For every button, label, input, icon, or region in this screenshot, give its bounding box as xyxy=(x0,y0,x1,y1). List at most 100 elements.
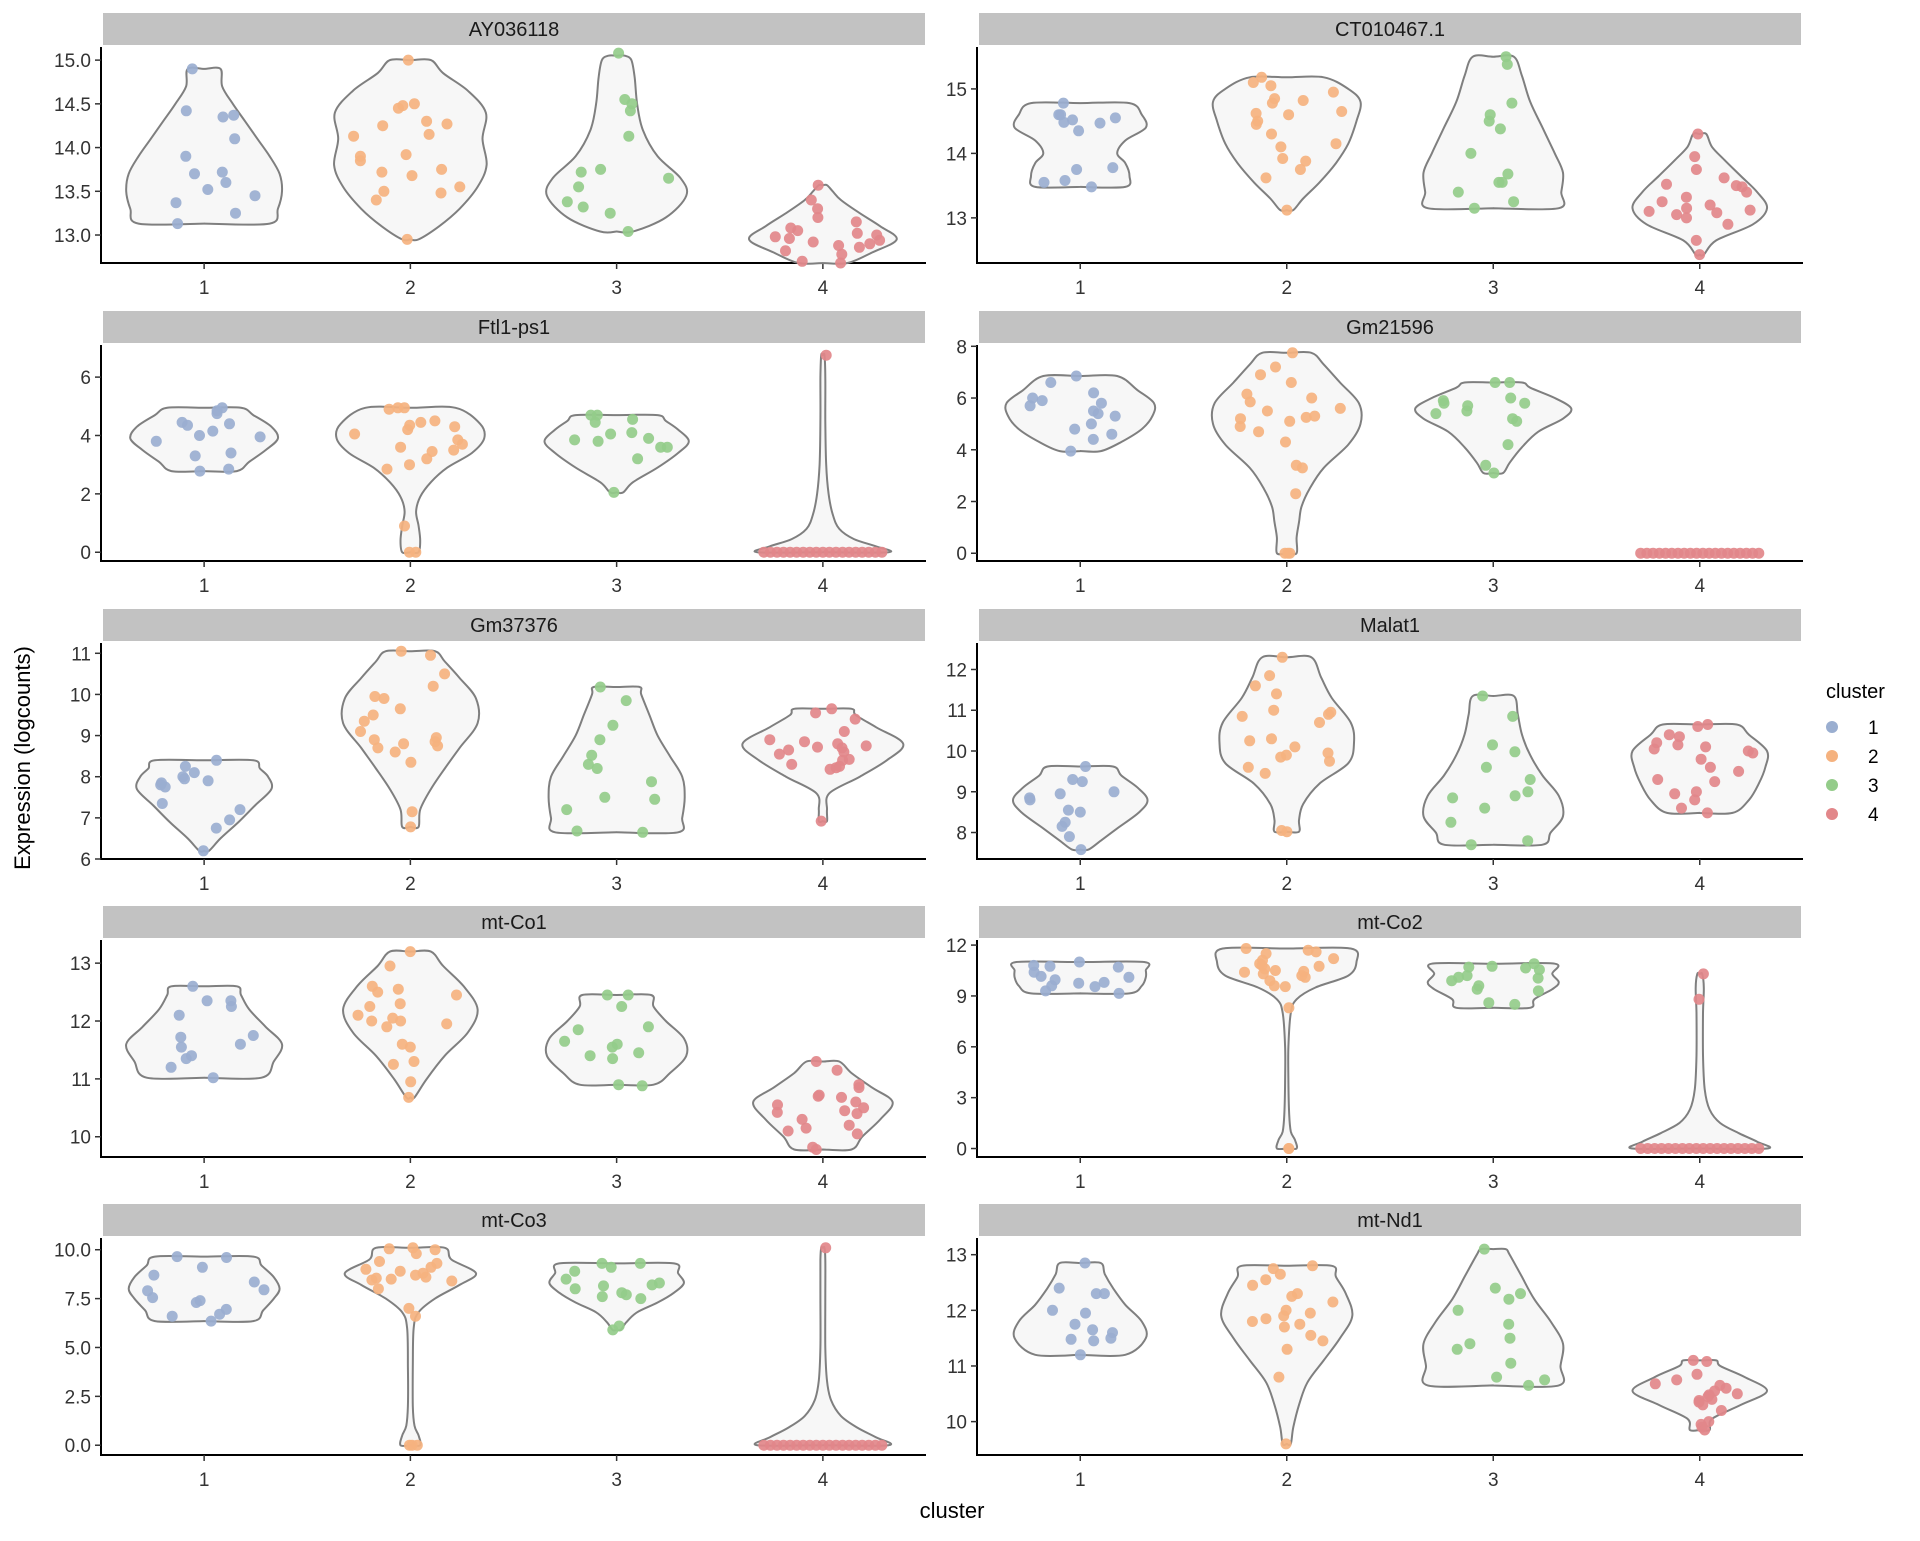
point-cluster-2 xyxy=(1260,1274,1272,1286)
point-cluster-4 xyxy=(792,225,804,237)
point-cluster-3 xyxy=(1522,835,1534,847)
point-cluster-1 xyxy=(171,1251,183,1263)
point-cluster-1 xyxy=(234,1038,246,1050)
point-cluster-1 xyxy=(1108,786,1120,798)
point-cluster-1 xyxy=(156,798,168,809)
point-cluster-4 xyxy=(1661,178,1672,190)
point-cluster-2 xyxy=(1239,966,1250,978)
x-tick-label: 4 xyxy=(818,1172,829,1193)
point-cluster-1 xyxy=(202,775,214,787)
facet-title: mt-Nd1 xyxy=(1357,1210,1423,1232)
point-cluster-2 xyxy=(411,1439,423,1451)
point-cluster-2 xyxy=(1268,980,1280,992)
point-cluster-1 xyxy=(1073,125,1085,137)
point-cluster-1 xyxy=(1076,776,1088,788)
point-cluster-3 xyxy=(601,989,613,1001)
y-tick-label: 13 xyxy=(946,1246,967,1267)
point-cluster-3 xyxy=(1489,377,1501,388)
point-cluster-2 xyxy=(1282,547,1294,559)
point-cluster-1 xyxy=(249,190,261,202)
point-cluster-2 xyxy=(1300,155,1312,167)
point-cluster-2 xyxy=(1259,767,1271,779)
point-cluster-2 xyxy=(425,649,436,661)
point-cluster-1 xyxy=(179,760,191,772)
point-cluster-4 xyxy=(1702,719,1714,730)
point-cluster-4 xyxy=(864,238,876,250)
point-cluster-3 xyxy=(655,441,667,453)
point-cluster-4 xyxy=(839,1105,851,1117)
point-cluster-4 xyxy=(786,758,798,770)
point-cluster-3 xyxy=(1461,405,1473,417)
point-cluster-1 xyxy=(229,133,241,145)
point-cluster-2 xyxy=(372,742,384,754)
point-cluster-2 xyxy=(403,1091,415,1103)
point-cluster-2 xyxy=(1261,405,1273,417)
point-cluster-3 xyxy=(622,226,634,237)
point-cluster-1 xyxy=(1071,164,1083,175)
y-tick-label: 0 xyxy=(956,544,967,565)
x-tick-label: 4 xyxy=(818,874,829,895)
point-cluster-2 xyxy=(1284,415,1296,427)
panel-Ftl1-ps1: Ftl1-ps1 0 2 4 6 1 2 3 4 xyxy=(80,311,926,597)
x-tick-label: 4 xyxy=(1694,874,1705,895)
y-tick-label: 6 xyxy=(956,389,967,410)
point-cluster-2 xyxy=(415,416,427,428)
point-cluster-3 xyxy=(1507,710,1519,722)
point-cluster-2 xyxy=(1313,960,1325,972)
y-tick-label: 4 xyxy=(956,441,967,462)
point-cluster-2 xyxy=(1275,751,1287,763)
point-cluster-3 xyxy=(1532,985,1544,997)
point-cluster-2 xyxy=(1271,688,1282,700)
point-cluster-2 xyxy=(439,668,451,680)
point-cluster-1 xyxy=(234,804,246,816)
point-cluster-4 xyxy=(850,216,862,228)
point-cluster-2 xyxy=(404,1041,416,1053)
point-cluster-1 xyxy=(1073,956,1085,968)
point-cluster-2 xyxy=(1266,128,1277,140)
point-cluster-4 xyxy=(1689,151,1701,163)
point-cluster-1 xyxy=(201,995,213,1007)
point-cluster-2 xyxy=(369,691,381,702)
legend-key-3 xyxy=(1826,779,1838,791)
point-cluster-4 xyxy=(1701,807,1713,819)
point-cluster-3 xyxy=(646,776,657,788)
point-cluster-4 xyxy=(853,241,865,253)
legend-key-1 xyxy=(1826,721,1838,733)
point-cluster-1 xyxy=(1087,433,1099,445)
point-cluster-2 xyxy=(410,1248,422,1260)
y-tick-label: 11 xyxy=(947,701,967,722)
point-cluster-2 xyxy=(395,1015,407,1027)
point-cluster-1 xyxy=(189,168,200,180)
y-tick-label: 14.5 xyxy=(54,95,91,116)
point-cluster-1 xyxy=(1089,981,1101,993)
point-cluster-2 xyxy=(1294,164,1306,175)
point-cluster-4 xyxy=(1701,1356,1713,1367)
point-cluster-4 xyxy=(1681,212,1692,224)
point-cluster-1 xyxy=(180,1053,192,1065)
point-cluster-1 xyxy=(148,1269,160,1281)
point-cluster-2 xyxy=(383,403,395,415)
point-cluster-2 xyxy=(1283,1002,1295,1014)
point-cluster-3 xyxy=(620,1289,632,1301)
point-cluster-2 xyxy=(429,415,441,427)
facet-title: AY036118 xyxy=(469,19,559,41)
point-cluster-4 xyxy=(812,1090,824,1102)
point-cluster-1 xyxy=(247,1030,259,1041)
y-tick-label: 0 xyxy=(956,1140,967,1161)
point-cluster-4 xyxy=(1753,547,1765,559)
x-tick-label: 4 xyxy=(1694,1172,1705,1193)
point-cluster-3 xyxy=(1506,97,1518,109)
point-cluster-1 xyxy=(258,1284,270,1296)
x-tick-label: 1 xyxy=(199,874,210,895)
point-cluster-1 xyxy=(202,184,214,195)
point-cluster-2 xyxy=(348,130,360,142)
point-cluster-3 xyxy=(1502,439,1514,451)
point-cluster-3 xyxy=(605,1261,617,1273)
point-cluster-1 xyxy=(1075,844,1087,856)
point-cluster-2 xyxy=(404,1439,415,1451)
point-cluster-3 xyxy=(663,172,675,184)
x-tick-label: 1 xyxy=(1075,874,1086,895)
point-cluster-3 xyxy=(1447,792,1459,804)
